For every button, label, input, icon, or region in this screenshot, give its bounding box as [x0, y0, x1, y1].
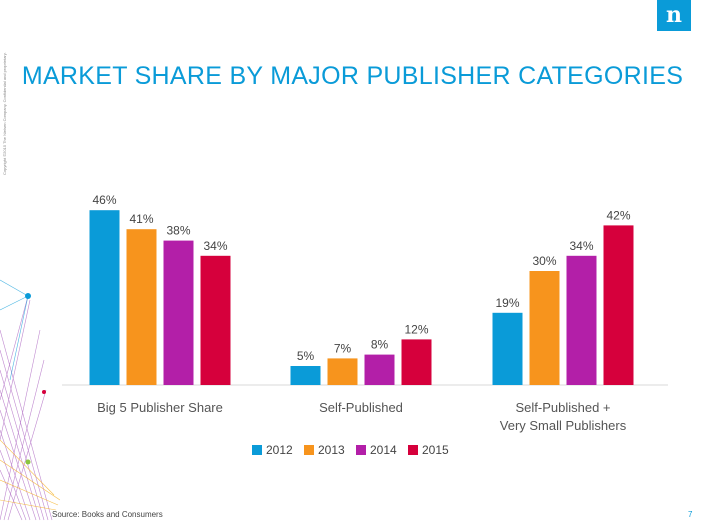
- legend-swatch: [408, 445, 418, 455]
- category-label: Very Small Publishers: [500, 418, 627, 433]
- data-label: 42%: [606, 208, 630, 222]
- category-label: Self-Published: [319, 400, 403, 415]
- data-label: 38%: [166, 224, 190, 238]
- data-label: 7%: [334, 341, 352, 355]
- bar: [290, 366, 321, 385]
- bar: [126, 229, 157, 385]
- data-label: 30%: [532, 254, 556, 268]
- bar: [529, 271, 560, 385]
- bar: [492, 312, 523, 385]
- page-title: MARKET SHARE BY MAJOR PUBLISHER CATEGORI…: [21, 62, 684, 90]
- data-label: 19%: [495, 296, 519, 310]
- legend-swatch: [304, 445, 314, 455]
- bar: [566, 255, 597, 385]
- bar: [603, 225, 634, 385]
- legend-label: 2015: [422, 443, 449, 457]
- bar: [327, 358, 358, 385]
- data-label: 12%: [404, 322, 428, 336]
- bar: [163, 240, 194, 385]
- data-label: 5%: [297, 349, 315, 363]
- data-label: 46%: [92, 193, 116, 207]
- category-label: Self-Published +: [515, 400, 610, 415]
- bar: [401, 339, 432, 385]
- data-label: 34%: [569, 239, 593, 253]
- bar: [89, 210, 120, 385]
- bar: [200, 255, 231, 385]
- legend-label: 2013: [318, 443, 345, 457]
- decorative-wireframe-graphic: [0, 279, 60, 521]
- page-number: 7: [688, 510, 693, 519]
- legend-swatch: [356, 445, 366, 455]
- legend-label: 2014: [370, 443, 397, 457]
- legend-label: 2012: [266, 443, 293, 457]
- bar: [364, 354, 395, 385]
- legend-swatch: [252, 445, 262, 455]
- source-note: Source: Books and Consumers: [52, 510, 163, 519]
- data-label: 34%: [203, 239, 227, 253]
- data-label: 41%: [129, 212, 153, 226]
- data-label: 8%: [371, 338, 389, 352]
- category-label: Big 5 Publisher Share: [97, 400, 223, 415]
- nielsen-logo: n: [657, 0, 691, 31]
